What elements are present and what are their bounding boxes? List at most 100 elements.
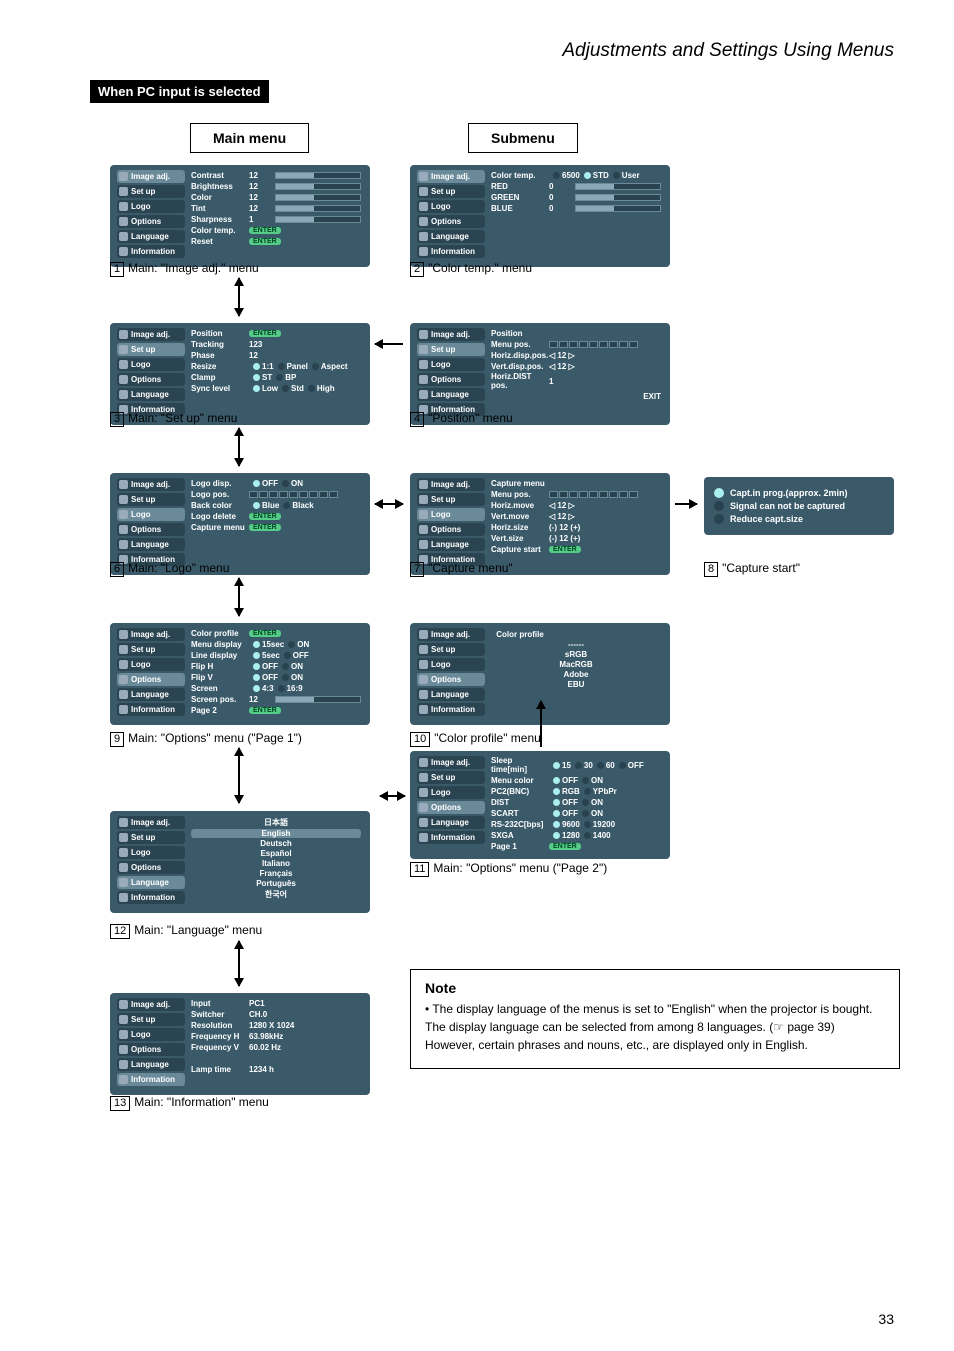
side-item: Image adj. — [417, 478, 485, 491]
side-item: Information — [117, 703, 185, 716]
side-item: Logo — [117, 508, 185, 521]
side-item: Logo — [417, 658, 485, 671]
cap-6: 6Main: "Logo" menu — [110, 561, 229, 577]
side-item: Logo — [117, 658, 185, 671]
side-item: Language — [117, 538, 185, 551]
side-item: Language — [417, 688, 485, 701]
side-item: Language — [117, 388, 185, 401]
heading-tag: When PC input is selected — [90, 80, 269, 103]
menu-row: Vert.disp.pos.◁ 12 ▷ — [491, 361, 661, 371]
side-item: Image adj. — [417, 170, 485, 183]
side-item: Options — [417, 215, 485, 228]
side-item: Logo — [417, 200, 485, 213]
arrow-12-13 — [238, 941, 240, 986]
side-item: Options — [417, 373, 485, 386]
arrow-9-11 — [380, 795, 405, 797]
side-item: Image adj. — [117, 478, 185, 491]
menu-row: Horiz.size(-) 12 (+) — [491, 522, 661, 532]
cap-12: 12Main: "Language" menu — [110, 923, 262, 939]
side-item: Set up — [417, 343, 485, 356]
menu-row — [191, 1053, 361, 1063]
menu-row: SXGA12801400 — [491, 830, 661, 840]
side-item: Information — [417, 831, 485, 844]
menu-setup: Image adj.Set upLogoOptionsLanguageInfor… — [110, 323, 370, 425]
menu-row: Color temp.ENTER — [191, 225, 361, 235]
cap-1: 1Main: "Image adj." menu — [110, 261, 259, 277]
arrow-6-9 — [238, 578, 240, 616]
side-item: Set up — [117, 493, 185, 506]
menu-options-p2: Image adj.Set upLogoOptionsLanguageInfor… — [410, 751, 670, 859]
arrow-1-3 — [238, 278, 240, 316]
menu-row: Horiz.disp.pos.◁ 12 ▷ — [491, 350, 661, 360]
side-item: Language — [417, 230, 485, 243]
menu-row: Flip VOFFON — [191, 672, 361, 682]
cap-7: 7"Capture menu" — [410, 561, 513, 577]
menu-row: Resolution1280 X 1024 — [191, 1020, 361, 1030]
side-item: Logo — [117, 358, 185, 371]
side-item: Logo — [417, 358, 485, 371]
side-item: Options — [117, 215, 185, 228]
side-item: Logo — [417, 508, 485, 521]
menu-row: Capture startENTER — [491, 544, 661, 554]
main-menu-label: Main menu — [190, 123, 309, 153]
menu-row: ResetENTER — [191, 236, 361, 246]
side-item: Language — [117, 1058, 185, 1071]
side-item: Options — [117, 523, 185, 536]
cap-3: 3Main: "Set up" menu — [110, 411, 237, 427]
menu-row: Screen4:316:9 — [191, 683, 361, 693]
menu-position: Image adj.Set upLogoOptionsLanguageInfor… — [410, 323, 670, 425]
menu-row: Sleep time[min]153060OFF — [491, 756, 661, 774]
menu-capture: Image adj.Set upLogoOptionsLanguageInfor… — [410, 473, 670, 575]
capture-status-row: Reduce capt.size — [714, 514, 884, 524]
side-item: Options — [117, 861, 185, 874]
capture-status-row: Capt.in prog.(approx. 2min) — [714, 488, 884, 498]
cap-2: 2"Color temp." menu — [410, 261, 532, 277]
side-item: Set up — [117, 831, 185, 844]
side-item: Language — [117, 876, 185, 889]
menu-row: Menu pos. — [491, 339, 661, 349]
menu-row: Back colorBlueBlack — [191, 500, 361, 510]
menu-row: SwitcherCH.0 — [191, 1009, 361, 1019]
menu-logo: Image adj.Set upLogoOptionsLanguageInfor… — [110, 473, 370, 575]
side-item: Set up — [117, 1013, 185, 1026]
arrow-6-7 — [375, 503, 403, 505]
side-item: Options — [417, 523, 485, 536]
menu-row: Logo pos. — [191, 489, 361, 499]
page-number: 33 — [878, 1311, 894, 1327]
capture-status-row: Signal can not be captured — [714, 501, 884, 511]
menu-row: Vert.move◁ 12 ▷ — [491, 511, 661, 521]
side-item: Logo — [117, 1028, 185, 1041]
menu-row: Phase12 — [191, 350, 361, 360]
menu-row: Logo disp.OFFON — [191, 478, 361, 488]
arrow-3-6 — [238, 428, 240, 466]
side-item: Image adj. — [117, 328, 185, 341]
menu-row: Line display5secOFF — [191, 650, 361, 660]
side-item: Set up — [417, 771, 485, 784]
menu-row: BLUE0 — [491, 203, 661, 213]
menu-language: Image adj.Set upLogoOptionsLanguageInfor… — [110, 811, 370, 913]
note-body: • The display language of the menus is s… — [425, 1000, 885, 1054]
side-item: Language — [417, 816, 485, 829]
side-item: Set up — [117, 185, 185, 198]
menu-row: Resize1:1PanelAspect — [191, 361, 361, 371]
side-item: Image adj. — [117, 170, 185, 183]
menu-row: SCARTOFFON — [491, 808, 661, 818]
diagram-stage: Main menu Submenu Image adj.Set upLogoOp… — [90, 123, 894, 1263]
side-item: Options — [117, 373, 185, 386]
menu-row: Vert.size(-) 12 (+) — [491, 533, 661, 543]
menu-row: Page 1ENTER — [491, 841, 661, 851]
side-item: Set up — [417, 643, 485, 656]
side-item: Set up — [417, 185, 485, 198]
side-item: Image adj. — [417, 328, 485, 341]
menu-row: Color12 — [191, 192, 361, 202]
menu-row: Frequency V60.02 Hz — [191, 1042, 361, 1052]
menu-row: Menu pos. — [491, 489, 661, 499]
side-item: Options — [117, 673, 185, 686]
menu-row: GREEN0 — [491, 192, 661, 202]
side-item: Information — [117, 891, 185, 904]
menu-row: Page 2ENTER — [191, 705, 361, 715]
menu-capture-start: Capt.in prog.(approx. 2min) Signal can no… — [704, 477, 894, 535]
menu-row: Frequency H63.98kHz — [191, 1031, 361, 1041]
menu-color-temp: Image adj.Set upLogoOptionsLanguageInfor… — [410, 165, 670, 267]
menu-options-p1: Image adj.Set upLogoOptionsLanguageInfor… — [110, 623, 370, 725]
